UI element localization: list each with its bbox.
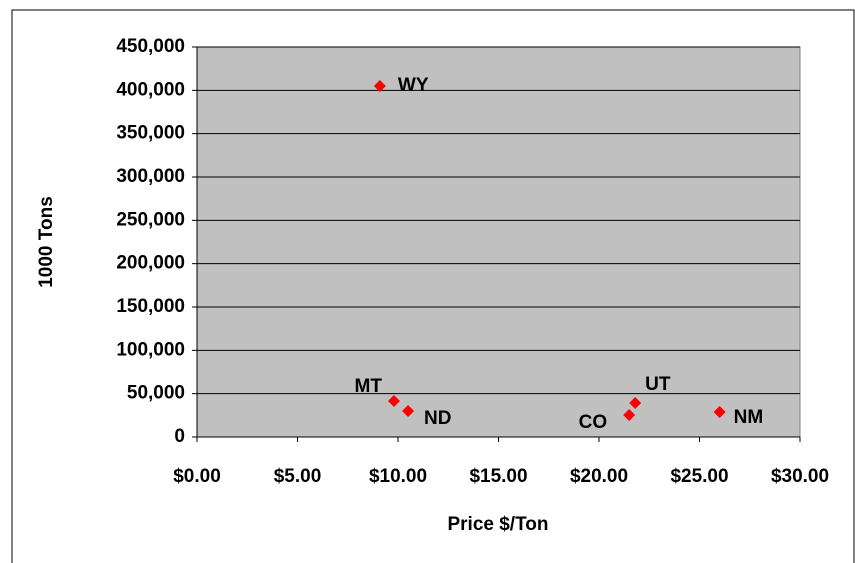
y-tick-label: 200,000	[116, 253, 185, 274]
x-tick-label: $0.00	[173, 466, 221, 487]
chart-frame	[11, 9, 855, 563]
data-point	[629, 397, 642, 410]
y-tick-label: 100,000	[116, 339, 185, 360]
y-tick-label: 0	[174, 426, 185, 447]
point-label: MT	[355, 376, 383, 397]
point-label: NM	[734, 407, 764, 428]
y-tick-label: 400,000	[116, 79, 185, 100]
x-tick-label: $15.00	[469, 466, 527, 487]
y-tick-label: 300,000	[116, 166, 185, 187]
plot-area	[196, 46, 801, 438]
y-axis-title: 1000 Tons	[36, 196, 57, 288]
point-label: ND	[424, 408, 451, 429]
y-tick-label: 350,000	[116, 123, 185, 144]
data-point	[713, 406, 726, 419]
data-point	[623, 408, 636, 421]
x-tick-label: $5.00	[274, 466, 322, 487]
y-tick-label: 450,000	[116, 36, 185, 57]
y-tick-label: 50,000	[127, 383, 185, 404]
y-tick-label: 250,000	[116, 209, 185, 230]
y-tick-label: 150,000	[116, 296, 185, 317]
point-label: CO	[579, 412, 608, 433]
data-point	[373, 80, 386, 92]
data-point	[387, 395, 400, 408]
x-tick-label: $20.00	[570, 466, 628, 487]
point-label: WY	[398, 75, 429, 96]
x-tick-label: $30.00	[771, 466, 829, 487]
x-tick-label: $25.00	[670, 466, 728, 487]
x-tick-label: $10.00	[369, 466, 427, 487]
x-axis-title: Price $/Ton	[447, 514, 548, 535]
point-label: UT	[645, 374, 671, 395]
data-point	[402, 405, 415, 417]
